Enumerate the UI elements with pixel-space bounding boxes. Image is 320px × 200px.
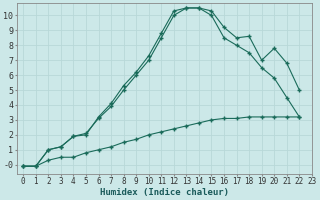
X-axis label: Humidex (Indice chaleur): Humidex (Indice chaleur) bbox=[100, 188, 229, 197]
